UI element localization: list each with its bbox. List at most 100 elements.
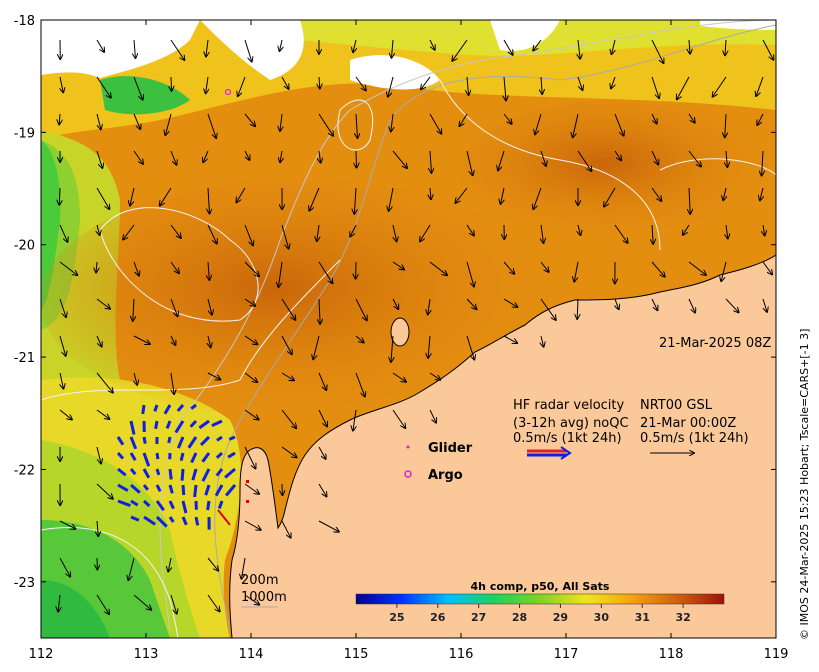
gsl-arrow <box>60 372 63 389</box>
gsl-arrow <box>391 113 393 131</box>
gsl-arrow <box>725 113 726 137</box>
gsl-arrow <box>170 39 184 60</box>
gsl-arrow <box>466 224 474 236</box>
gsl-arrow <box>59 113 60 124</box>
gsl-arrow <box>96 335 102 347</box>
gsl-arrow <box>244 409 259 420</box>
gsl-arrow <box>280 150 282 162</box>
colorbar-tick-label: 32 <box>675 611 690 624</box>
gsl-arrow <box>688 113 695 123</box>
radar-arrow <box>155 500 165 512</box>
radar-arrow <box>199 435 211 446</box>
radar-arrow <box>117 483 129 492</box>
gsl-arrow <box>207 224 217 244</box>
gsl-arrow <box>96 409 109 419</box>
gsl-arrow <box>577 76 582 90</box>
radar-arrow <box>227 451 236 459</box>
colorbar <box>355 593 725 605</box>
gsl-arrow <box>651 150 658 164</box>
gsl-arrow <box>318 113 333 136</box>
gsl-arrow <box>318 409 327 426</box>
gsl-arrow <box>354 187 356 214</box>
y-tick-label: -22 <box>14 463 35 478</box>
gsl-arrow <box>388 76 394 97</box>
y-tick-label: -18 <box>14 14 35 29</box>
gsl-arrow <box>170 261 179 273</box>
argo-float <box>224 88 232 96</box>
gsl-arrow <box>244 261 259 276</box>
gsl-arrow <box>96 372 113 393</box>
gsl-arrow <box>59 409 72 420</box>
gsl-arrow <box>533 187 542 209</box>
gsl-arrow <box>429 372 440 380</box>
gsl-arrow <box>206 39 208 56</box>
gsl-arrow <box>726 150 727 167</box>
gsl-arrow <box>59 224 68 242</box>
radar-arrow <box>216 435 223 442</box>
gsl-arrow <box>612 39 615 54</box>
gsl-arrow <box>689 39 690 54</box>
gsl-arrow <box>392 409 405 428</box>
radar-arrow <box>165 420 172 429</box>
gsl-arrow <box>318 261 332 283</box>
radar-arrow <box>142 499 151 508</box>
radar-arrow <box>116 451 125 460</box>
gsl-arrow <box>244 150 250 160</box>
radar-arrow <box>206 500 211 511</box>
coastline <box>229 254 776 638</box>
radar-arrow <box>224 467 236 479</box>
gsl-arrow <box>281 76 289 89</box>
gsl-arrow <box>392 298 398 309</box>
colorbar-tick-label: 27 <box>471 611 486 624</box>
gsl-arrow <box>428 335 430 358</box>
gsl-arrow <box>725 298 739 312</box>
gsl-arrow <box>391 335 393 362</box>
radar-arrow <box>176 436 185 449</box>
gsl-arrow <box>757 113 764 125</box>
gsl-arrow <box>319 298 320 324</box>
gsl-arrow <box>58 594 60 612</box>
gsl-arrow <box>96 150 102 168</box>
gsl-label-2: 21-Mar 00:00Z <box>640 416 736 431</box>
gsl-arrow <box>688 261 706 275</box>
gsl-arrow <box>96 483 113 499</box>
radar-arrow <box>180 468 185 481</box>
gsl-arrow <box>171 76 172 91</box>
radar-arrow <box>174 420 185 434</box>
gsl-arrow <box>244 298 255 306</box>
radar-arrow <box>142 452 151 467</box>
gsl-arrow <box>392 261 404 269</box>
gsl-arrow <box>604 187 616 207</box>
gsl-arrow <box>430 187 431 199</box>
y-tick-label: -21 <box>14 351 35 366</box>
x-tick-label: 115 <box>344 647 369 662</box>
hf-radar-label-1: HF radar velocity <box>513 398 625 413</box>
x-tick-label: 112 <box>29 647 54 662</box>
radar-arrow <box>155 468 161 476</box>
gsl-arrow <box>318 483 327 496</box>
gsl-arrow <box>466 298 477 309</box>
gsl-arrow <box>573 113 579 137</box>
colorbar-title: 4h comp, p50, All Sats <box>471 580 610 593</box>
gsl-arrow <box>59 261 77 275</box>
gsl-arrow <box>614 224 628 243</box>
gsl-arrow <box>356 113 357 138</box>
gsl-arrow <box>281 224 289 249</box>
radar-arrow <box>129 436 138 450</box>
x-tick-label: 116 <box>449 647 474 662</box>
radar-arrow <box>190 403 197 410</box>
y-axis: -18 -19 -20 -21 -22 -23 <box>14 14 776 591</box>
gsl-arrow <box>236 187 246 202</box>
gsl-arrow <box>133 150 143 164</box>
x-tick-label: 113 <box>134 647 159 662</box>
gsl-arrow <box>96 39 104 52</box>
gsl-arrow <box>762 150 763 175</box>
radar-arrow <box>163 404 172 415</box>
gsl-arrow <box>578 224 580 235</box>
radar-arrow <box>116 436 125 446</box>
radar-arrow <box>168 468 173 480</box>
glider-track <box>217 509 231 526</box>
gsl-arrow <box>688 150 701 167</box>
gsl-arrow <box>578 39 580 59</box>
